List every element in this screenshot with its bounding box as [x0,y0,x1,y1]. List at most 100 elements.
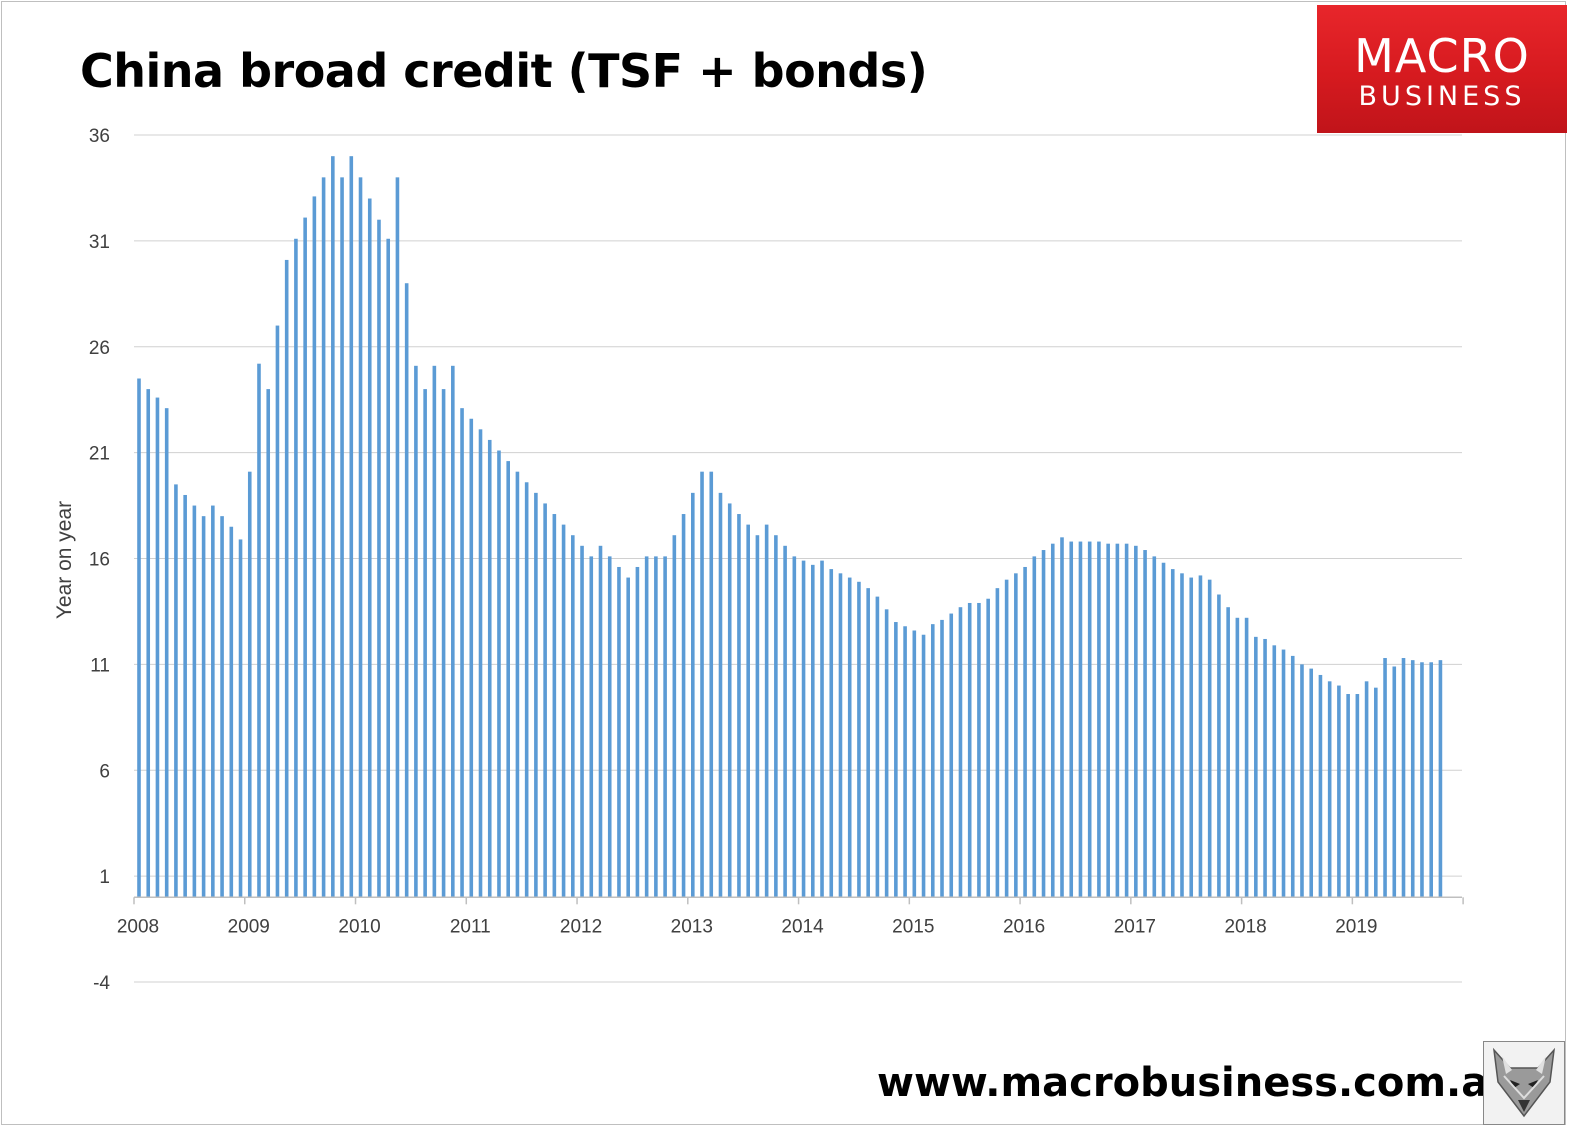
bar [1355,694,1360,898]
bar [266,389,271,898]
bar [146,389,151,898]
axes [133,896,1464,905]
bar [1429,662,1433,898]
bar [1383,658,1387,898]
bar [1032,556,1037,898]
x-tick-label: 2015 [892,916,934,937]
x-tick-labels: 2008 2009 2010 2011 2012 2013 2014 2015 2016 2017… [117,916,1378,937]
bar [1254,636,1258,898]
bar [478,429,483,898]
bar [257,363,261,898]
bar [414,365,418,898]
bar [192,505,197,898]
y-tick-label: 31 [89,232,110,253]
bar [552,514,557,898]
bar [1364,681,1369,898]
bar [1392,666,1397,898]
bar [644,556,649,898]
x-tick-label: 2012 [560,916,602,937]
bar [1161,562,1166,898]
bar [930,624,935,898]
bar [967,602,972,898]
bar [1309,668,1314,898]
bar [977,602,981,898]
bar [829,569,834,898]
x-tick-label: 2019 [1335,916,1377,937]
logo-line-1: MACRO [1354,29,1530,83]
bar [497,450,501,898]
bar [1244,617,1249,898]
bar [183,494,187,898]
bar [866,588,870,898]
bar [1318,674,1323,898]
fox-icon [1483,1041,1565,1125]
y-tick-label: 21 [89,444,110,465]
bar [404,283,409,898]
bar [1300,664,1304,898]
bar [201,516,206,898]
bar [949,613,954,898]
x-tick-label: 2009 [228,916,270,937]
bar [1097,541,1101,898]
bar [1180,573,1184,898]
bar [912,630,917,898]
bar [986,598,990,898]
x-tick-label: 2013 [671,916,713,937]
bar [441,389,446,898]
bar [432,365,437,898]
bar [1115,543,1120,898]
bar [1281,649,1286,898]
bar [617,566,621,898]
bar [1290,655,1295,898]
chart-title: China broad credit (TSF + bonds) [80,44,928,98]
bar [349,156,354,898]
bar [1106,543,1110,898]
x-tick-label: 2010 [338,916,380,937]
x-tick-label: 2016 [1003,916,1045,937]
bar [681,514,686,898]
bar [1374,687,1378,898]
bar [691,492,695,898]
bar [709,471,714,898]
bar [801,560,806,898]
bar [561,524,566,898]
bar [229,526,234,898]
bar [755,535,760,898]
bar [312,196,317,898]
bar [220,516,224,898]
bar [783,545,787,898]
bar [571,535,575,898]
bar [894,622,898,898]
x-tick-label: 2018 [1224,916,1266,937]
bar [958,607,963,898]
y-tick-label: -4 [93,973,110,994]
bar [1069,541,1074,898]
bar [1050,543,1055,898]
bar [1124,543,1129,898]
x-tick-label: 2017 [1114,916,1156,937]
bar-series [137,156,1443,898]
bar [700,471,704,898]
bar [626,577,630,898]
bar [331,156,335,898]
bar [1327,681,1332,898]
bar [1346,694,1350,898]
bar [515,471,520,898]
bar [1410,660,1415,898]
bar [857,581,861,898]
website-url: www.macrobusiness.com.au [877,1060,1517,1106]
bar [247,471,252,898]
x-tick-label: 2008 [117,916,159,937]
bar [1337,685,1341,898]
x-tick-label: 2014 [781,916,824,937]
bar [875,596,880,898]
bar [1207,579,1212,898]
bar [423,389,427,898]
bar [654,556,658,898]
bar [358,177,363,898]
bar [155,397,160,898]
bar [1226,607,1230,898]
bar [792,556,797,898]
